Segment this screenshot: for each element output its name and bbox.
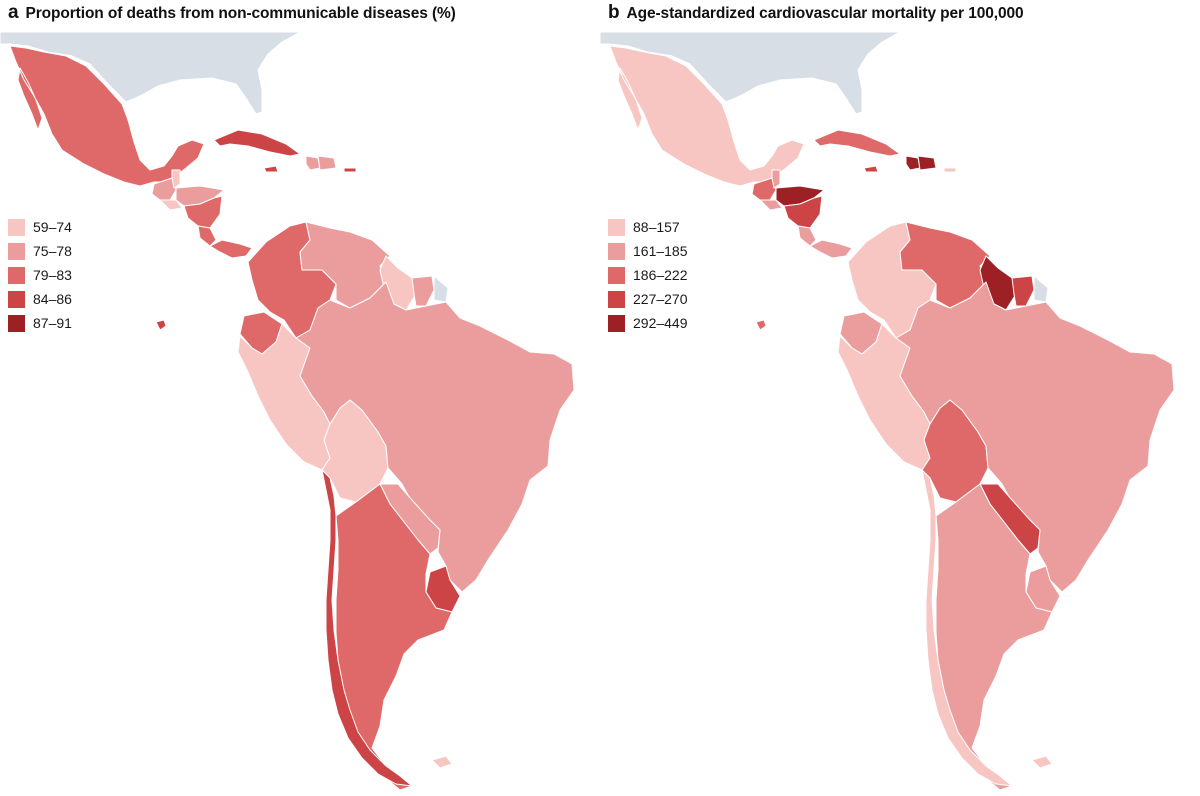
region-dominican-republic <box>917 155 937 171</box>
panel-letter: b <box>608 2 620 23</box>
region-colombia <box>247 221 337 339</box>
legend-swatch <box>8 266 25 284</box>
region-puerto-rico <box>943 167 957 173</box>
region-cuba <box>813 129 901 157</box>
legend-swatch <box>8 290 25 308</box>
legend-label: 59–74 <box>33 219 72 235</box>
legend-label: 186–222 <box>633 267 688 283</box>
region-galapagos <box>755 319 767 331</box>
region-chile <box>921 469 1013 787</box>
panel-title-text: Age-standardized cardiovascular mortalit… <box>626 5 1024 22</box>
legend: 88–157 161–185 186–222 227–270 292–449 <box>608 218 688 338</box>
legend-swatch <box>608 314 625 332</box>
legend-label: 84–86 <box>33 291 72 307</box>
panel-title: b Age-standardized cardiovascular mortali… <box>608 2 1024 24</box>
region-colombia <box>847 221 937 339</box>
region-falklands <box>1031 755 1053 769</box>
legend-item: 75–78 <box>8 242 72 260</box>
legend-item: 161–185 <box>608 242 688 260</box>
legend-item: 84–86 <box>8 290 72 308</box>
region-jamaica <box>863 165 879 173</box>
region-cuba <box>213 129 301 157</box>
region-costa-rica <box>197 225 217 247</box>
region-belize <box>771 169 781 189</box>
region-el-salvador <box>159 199 183 211</box>
region-haiti <box>905 155 921 171</box>
panel-letter: a <box>8 2 19 23</box>
legend-swatch <box>608 290 625 308</box>
legend-item: 186–222 <box>608 266 688 284</box>
legend-item: 87–91 <box>8 314 72 332</box>
legend-label: 88–157 <box>633 219 680 235</box>
region-suriname <box>1011 275 1035 307</box>
region-puerto-rico <box>343 167 357 173</box>
legend-label: 87–91 <box>33 315 72 331</box>
legend-label: 79–83 <box>33 267 72 283</box>
map-svg <box>0 31 575 791</box>
panel-b: b Age-standardized cardiovascular mortali… <box>600 0 1200 796</box>
region-nicaragua <box>783 195 823 229</box>
region-mexico <box>609 45 805 187</box>
panel-title: a Proportion of deaths from non-communica… <box>8 2 456 24</box>
legend-item: 79–83 <box>8 266 72 284</box>
region-mexico <box>9 45 205 187</box>
region-costa-rica <box>797 225 817 247</box>
legend-item: 292–449 <box>608 314 688 332</box>
region-suriname <box>411 275 435 307</box>
region-haiti <box>305 155 321 171</box>
region-panama <box>209 239 253 259</box>
region-nicaragua <box>183 195 223 229</box>
legend-label: 161–185 <box>633 243 688 259</box>
legend-swatch <box>608 242 625 260</box>
legend-label: 75–78 <box>33 243 72 259</box>
legend-swatch <box>608 266 625 284</box>
panel-a: a Proportion of deaths from non-communica… <box>0 2 575 791</box>
region-usa-no-data <box>600 31 902 115</box>
map-svg <box>600 31 1175 791</box>
legend-swatch <box>608 218 625 236</box>
panel-title-text: Proportion of deaths from non-communicab… <box>25 5 456 22</box>
region-belize <box>171 169 181 189</box>
region-el-salvador <box>759 199 783 211</box>
region-usa-no-data <box>0 31 302 115</box>
region-falklands <box>431 755 453 769</box>
legend-label: 292–449 <box>633 315 688 331</box>
region-panama <box>809 239 853 259</box>
legend-swatch <box>8 314 25 332</box>
region-brazil <box>295 281 575 593</box>
region-french-guiana <box>1033 275 1049 303</box>
region-jamaica <box>263 165 279 173</box>
legend-item: 88–157 <box>608 218 688 236</box>
region-chile <box>321 469 413 787</box>
legend-swatch <box>8 218 25 236</box>
region-brazil <box>895 281 1175 593</box>
legend-item: 59–74 <box>8 218 72 236</box>
legend-label: 227–270 <box>633 291 688 307</box>
legend-item: 227–270 <box>608 290 688 308</box>
legend: 59–74 75–78 79–83 84–86 87–91 <box>8 218 72 338</box>
region-dominican-republic <box>317 155 337 171</box>
region-galapagos <box>155 319 167 331</box>
region-french-guiana <box>433 275 449 303</box>
legend-swatch <box>8 242 25 260</box>
